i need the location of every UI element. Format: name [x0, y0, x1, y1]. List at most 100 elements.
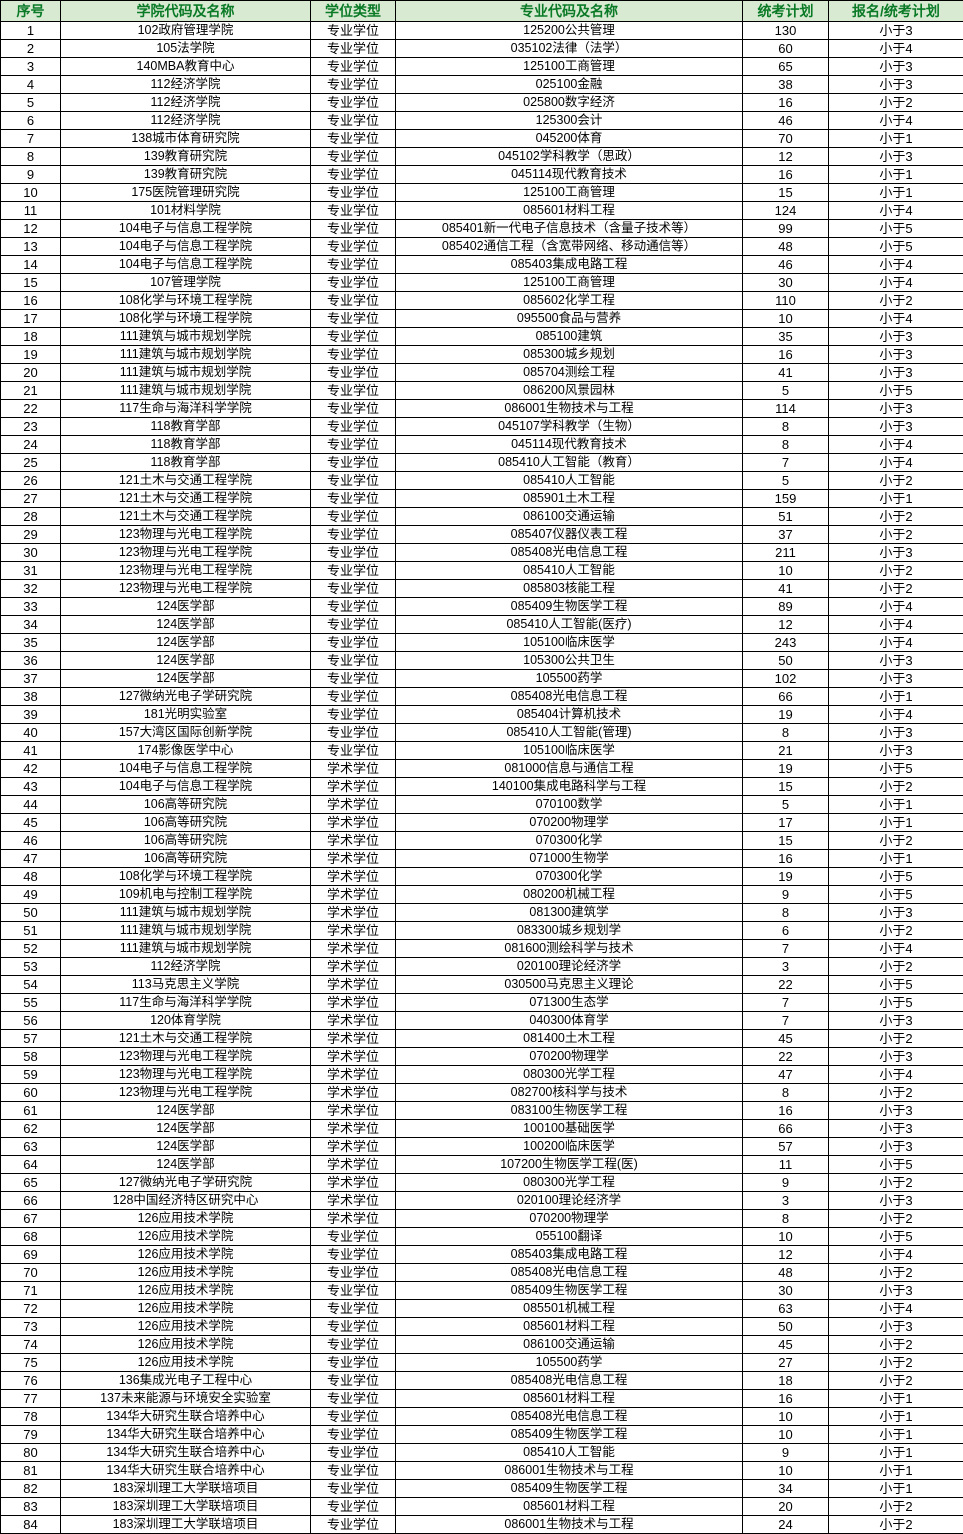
cell-seq: 57: [1, 1030, 61, 1048]
cell-seq: 68: [1, 1228, 61, 1246]
cell-degree: 学术学位: [311, 1138, 396, 1156]
cell-seq: 54: [1, 976, 61, 994]
cell-seq: 4: [1, 76, 61, 94]
cell-college: 123物理与光电工程学院: [61, 562, 311, 580]
cell-seq: 5: [1, 94, 61, 112]
cell-college: 104电子与信息工程学院: [61, 238, 311, 256]
cell-seq: 77: [1, 1390, 61, 1408]
cell-plan: 89: [743, 598, 829, 616]
cell-ratio: 小于3: [829, 1318, 963, 1336]
cell-degree: 学术学位: [311, 994, 396, 1012]
cell-ratio: 小于5: [829, 238, 963, 256]
cell-plan: 15: [743, 778, 829, 796]
cell-major: 085601材料工程: [396, 1390, 743, 1408]
cell-college: 124医学部: [61, 1102, 311, 1120]
cell-seq: 28: [1, 508, 61, 526]
cell-college: 112经济学院: [61, 958, 311, 976]
cell-plan: 16: [743, 346, 829, 364]
cell-seq: 72: [1, 1300, 61, 1318]
cell-college: 126应用技术学院: [61, 1282, 311, 1300]
cell-major: 080200机械工程: [396, 886, 743, 904]
cell-degree: 专业学位: [311, 562, 396, 580]
cell-major: 082700核科学与技术: [396, 1084, 743, 1102]
cell-college: 104电子与信息工程学院: [61, 778, 311, 796]
cell-seq: 45: [1, 814, 61, 832]
cell-seq: 29: [1, 526, 61, 544]
cell-plan: 10: [743, 310, 829, 328]
cell-major: 085402通信工程（含宽带网络、移动通信等）: [396, 238, 743, 256]
cell-college: 106高等研究院: [61, 796, 311, 814]
cell-college: 104电子与信息工程学院: [61, 220, 311, 238]
cell-degree: 专业学位: [311, 472, 396, 490]
cell-plan: 65: [743, 58, 829, 76]
cell-degree: 专业学位: [311, 22, 396, 40]
cell-seq: 65: [1, 1174, 61, 1192]
cell-plan: 50: [743, 1318, 829, 1336]
cell-degree: 专业学位: [311, 454, 396, 472]
cell-college: 175医院管理研究院: [61, 184, 311, 202]
cell-college: 128中国经济特区研究中心: [61, 1192, 311, 1210]
cell-college: 123物理与光电工程学院: [61, 544, 311, 562]
cell-degree: 学术学位: [311, 1066, 396, 1084]
cell-degree: 学术学位: [311, 1192, 396, 1210]
cell-college: 134华大研究生联合培养中心: [61, 1462, 311, 1480]
cell-college: 108化学与环境工程学院: [61, 868, 311, 886]
cell-degree: 专业学位: [311, 418, 396, 436]
cell-ratio: 小于5: [829, 220, 963, 238]
cell-degree: 学术学位: [311, 1084, 396, 1102]
cell-seq: 81: [1, 1462, 61, 1480]
cell-major: 085403集成电路工程: [396, 1246, 743, 1264]
cell-major: 081300建筑学: [396, 904, 743, 922]
cell-degree: 专业学位: [311, 1246, 396, 1264]
cell-seq: 52: [1, 940, 61, 958]
cell-college: 126应用技术学院: [61, 1264, 311, 1282]
cell-ratio: 小于2: [829, 1336, 963, 1354]
cell-major: 085410人工智能: [396, 1444, 743, 1462]
cell-seq: 36: [1, 652, 61, 670]
cell-ratio: 小于3: [829, 1102, 963, 1120]
cell-plan: 124: [743, 202, 829, 220]
cell-ratio: 小于5: [829, 382, 963, 400]
cell-degree: 专业学位: [311, 130, 396, 148]
cell-college: 121土木与交通工程学院: [61, 508, 311, 526]
cell-major: 085401新一代电子信息技术（含量子技术等）: [396, 220, 743, 238]
cell-plan: 10: [743, 1426, 829, 1444]
cell-seq: 82: [1, 1480, 61, 1498]
cell-plan: 30: [743, 1282, 829, 1300]
cell-plan: 7: [743, 454, 829, 472]
cell-plan: 66: [743, 688, 829, 706]
cell-seq: 30: [1, 544, 61, 562]
cell-plan: 15: [743, 184, 829, 202]
cell-ratio: 小于2: [829, 1210, 963, 1228]
cell-seq: 8: [1, 148, 61, 166]
cell-plan: 110: [743, 292, 829, 310]
cell-seq: 59: [1, 1066, 61, 1084]
cell-seq: 40: [1, 724, 61, 742]
cell-college: 126应用技术学院: [61, 1336, 311, 1354]
cell-college: 134华大研究生联合培养中心: [61, 1444, 311, 1462]
cell-college: 120体育学院: [61, 1012, 311, 1030]
cell-degree: 学术学位: [311, 886, 396, 904]
cell-degree: 专业学位: [311, 508, 396, 526]
cell-college: 127微纳光电子学研究院: [61, 688, 311, 706]
cell-degree: 学术学位: [311, 1030, 396, 1048]
cell-major: 125100工商管理: [396, 184, 743, 202]
cell-ratio: 小于2: [829, 94, 963, 112]
cell-seq: 6: [1, 112, 61, 130]
cell-major: 080300光学工程: [396, 1174, 743, 1192]
cell-plan: 17: [743, 814, 829, 832]
cell-degree: 学术学位: [311, 796, 396, 814]
cell-major: 070300化学: [396, 832, 743, 850]
